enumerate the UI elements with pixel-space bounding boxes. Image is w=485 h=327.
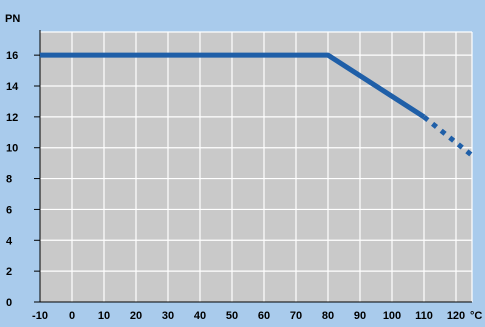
tick-labels: -10 0 10 20 30 40 50 60 70 80 90 100 110 120 0 2 4 6 8 10 12…	[6, 50, 465, 322]
y-tick-label: 2	[6, 266, 12, 278]
series-group	[40, 52, 474, 158]
x-tick-label: 30	[162, 310, 174, 322]
x-tick-label: 110	[415, 310, 433, 322]
y-tick-label: 8	[6, 174, 12, 186]
x-tick-label: 0	[69, 310, 75, 322]
y-tick-label: 10	[6, 143, 18, 155]
y-tick-label: 0	[6, 297, 12, 309]
y-tick-label: 4	[6, 235, 13, 247]
x-tick-label: 80	[322, 310, 334, 322]
x-tick-label: 20	[130, 310, 142, 322]
x-tick-label: 50	[226, 310, 238, 322]
x-tick-label: 60	[258, 310, 270, 322]
x-axis-unit-label: °C	[470, 310, 482, 322]
y-tick-label: 12	[6, 112, 18, 124]
grid	[40, 31, 473, 302]
series-line-solid	[40, 52, 426, 120]
y-tick-label: 14	[6, 81, 19, 93]
plot-area	[40, 32, 472, 302]
x-tick-label: 120	[447, 310, 465, 322]
x-tick-label: 10	[98, 310, 110, 322]
x-tick-label: 70	[290, 310, 302, 322]
axes	[34, 30, 472, 303]
y-tick-label: 6	[6, 204, 12, 216]
x-tick-label: -10	[32, 310, 48, 322]
y-axis-label: PN	[5, 13, 20, 25]
x-tick-label: 40	[194, 310, 206, 322]
y-tick-label: 16	[6, 50, 18, 62]
x-tick-label: 90	[354, 310, 366, 322]
x-tick-label: 100	[383, 310, 401, 322]
